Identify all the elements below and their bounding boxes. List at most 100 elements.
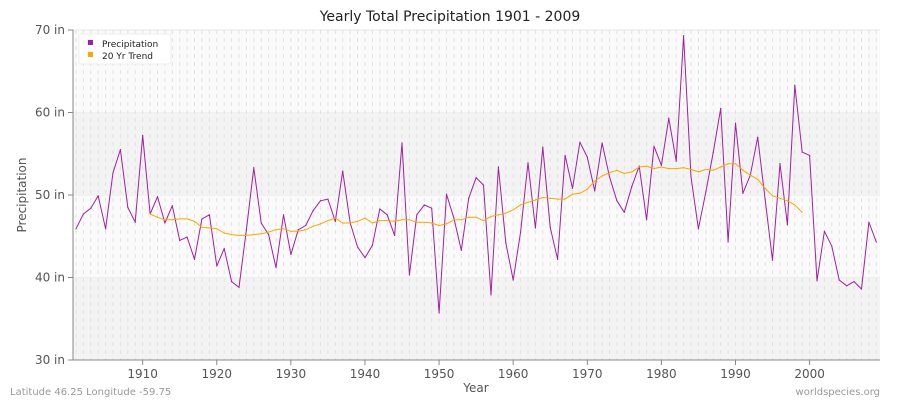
trend-point [268,231,270,233]
precipitation-point [431,207,433,209]
trend-point [431,222,433,224]
precipitation-point [549,226,551,228]
trend-point [601,175,603,177]
precipitation-point [394,234,396,237]
precipitation-point [542,146,544,148]
precipitation-point [831,245,833,247]
trend-point [645,165,648,167]
trend-point [571,193,574,195]
trend-point [683,167,685,169]
series-lines [75,35,877,314]
precipitation-point [290,253,292,255]
trend-point [305,229,307,231]
trend-point [586,188,588,190]
trend-point [282,228,285,230]
precipitation-point [727,241,729,243]
trend-point [697,171,700,173]
trend-point [230,234,233,236]
trend-point [371,222,373,224]
precipitation-point [571,187,574,189]
x-tick-label: 1930 [276,367,307,381]
trend-point [334,217,336,219]
precipitation-point [408,274,411,276]
trend-point [653,168,655,170]
trend-point [579,192,581,194]
precipitation-point [297,229,299,231]
legend: Precipitation 20 Yr Trend [78,33,172,65]
trend-point [416,221,418,223]
precipitation-point [734,122,737,124]
trend-point [253,234,255,236]
precipitation-point [594,190,596,192]
trend-point [712,169,714,171]
precipitation-point [519,231,522,233]
precipitation-point [482,184,485,186]
trend-point [631,171,633,173]
precipitation-point [846,285,848,287]
trend-point [564,198,566,200]
trend-point [794,204,796,206]
precipitation-point [386,214,388,216]
precipitation-point [305,224,307,227]
precipitation-point [90,207,92,209]
trend-point [386,219,388,222]
precipitation-point [119,149,122,151]
precipitation-point [275,267,277,269]
trend-point [519,204,522,206]
trend-point [423,221,425,223]
precipitation-point [342,170,344,172]
trend-point [460,219,462,221]
precipitation-point [720,107,722,109]
precipitation-point [860,288,863,290]
trend-point [497,214,499,216]
precipitation-point [238,286,240,288]
trend-point [482,219,485,222]
trend-point [349,222,351,224]
precipitation-point [608,176,611,178]
precipitation-point [623,211,625,213]
precipitation-point [186,236,188,238]
precipitation-point [801,151,803,153]
y-tick-label: 40 in [35,271,65,285]
trend-point [260,233,262,235]
trend-point [453,219,455,221]
trend-point [608,172,611,174]
legend-swatch-precipitation [88,40,93,45]
precipitation-point [823,230,826,232]
precipitation-point [112,172,114,174]
x-tick-label: 1940 [350,367,381,381]
precipitation-point [490,294,492,296]
trend-point [801,211,803,213]
trend-point [312,225,314,227]
precipitation-point [660,164,662,166]
trend-point [208,227,210,229]
precipitation-point [527,162,529,164]
precipitation-point [97,195,99,197]
trend-point [327,219,329,222]
trend-point [364,217,366,219]
trend-point [623,172,625,175]
trend-point [149,213,151,215]
trend-point [527,201,529,204]
vertical-gridlines [75,30,877,360]
trend-point [164,219,166,221]
precipitation-point [142,135,144,137]
precipitation-point [512,279,514,281]
trend-point [290,230,292,232]
precipitation-point [379,208,381,210]
precipitation-point [638,165,640,167]
precipitation-point [445,193,448,195]
precipitation-point [438,312,440,314]
trend-point [179,218,181,220]
trend-point [438,224,440,227]
precipitation-point [505,242,507,244]
precipitation-point [794,84,796,86]
trend-point [734,163,737,165]
y-tick-label: 60 in [35,106,65,120]
precipitation-point [416,214,418,216]
trend-point [690,168,692,171]
trend-point [749,174,751,176]
trend-point [223,232,225,234]
precipitation-point [868,221,870,223]
trend-point [216,228,218,230]
